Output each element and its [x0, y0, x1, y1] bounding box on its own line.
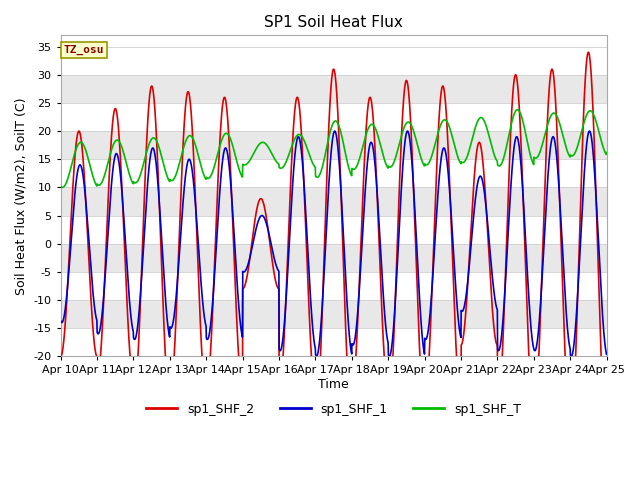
sp1_SHF_1 — [313, 353, 321, 359]
sp1_SHF_T — [349, 167, 357, 172]
sp1_SHF_1 — [331, 128, 339, 134]
Bar — [61, 187, 607, 216]
sp1_SHF_2 — [584, 49, 592, 55]
sp1_SHF_T — [57, 183, 65, 189]
sp1_SHF_T — [209, 168, 217, 173]
Y-axis label: Soil Heat Flux (W/m2), SoilT (C): Soil Heat Flux (W/m2), SoilT (C) — [15, 97, 28, 295]
sp1_SHF_1 — [570, 342, 578, 348]
sp1_SHF_1 — [350, 341, 358, 347]
sp1_SHF_T — [555, 118, 563, 124]
sp1_SHF_T — [603, 150, 611, 156]
sp1_SHF_T — [493, 157, 500, 163]
sp1_SHF_2 — [492, 339, 500, 345]
sp1_SHF_T — [570, 152, 578, 157]
sp1_SHF_1 — [362, 182, 369, 188]
sp1_SHF_1 — [57, 318, 65, 324]
sp1_SHF_T — [362, 134, 369, 140]
sp1_SHF_1 — [493, 305, 500, 311]
sp1_SHF_2 — [349, 383, 357, 389]
sp1_SHF_2 — [603, 432, 611, 438]
sp1_SHF_2 — [570, 403, 577, 408]
sp1_SHF_1 — [555, 182, 563, 188]
sp1_SHF_2 — [209, 301, 217, 307]
Line: sp1_SHF_T: sp1_SHF_T — [61, 109, 607, 187]
Title: SP1 Soil Heat Flux: SP1 Soil Heat Flux — [264, 15, 403, 30]
Text: TZ_osu: TZ_osu — [63, 45, 104, 55]
sp1_SHF_2 — [554, 160, 562, 166]
Legend: sp1_SHF_2, sp1_SHF_1, sp1_SHF_T: sp1_SHF_2, sp1_SHF_1, sp1_SHF_T — [141, 398, 526, 420]
sp1_SHF_1 — [603, 351, 611, 357]
Bar — [61, 75, 607, 103]
Bar — [61, 244, 607, 272]
sp1_SHF_1 — [209, 296, 217, 301]
Bar — [61, 300, 607, 328]
Line: sp1_SHF_2: sp1_SHF_2 — [61, 52, 607, 435]
sp1_SHF_2 — [57, 353, 65, 359]
sp1_SHF_T — [59, 184, 67, 190]
Line: sp1_SHF_1: sp1_SHF_1 — [61, 131, 607, 356]
sp1_SHF_2 — [361, 144, 369, 150]
Bar — [61, 131, 607, 159]
sp1_SHF_T — [513, 107, 521, 112]
X-axis label: Time: Time — [318, 378, 349, 391]
